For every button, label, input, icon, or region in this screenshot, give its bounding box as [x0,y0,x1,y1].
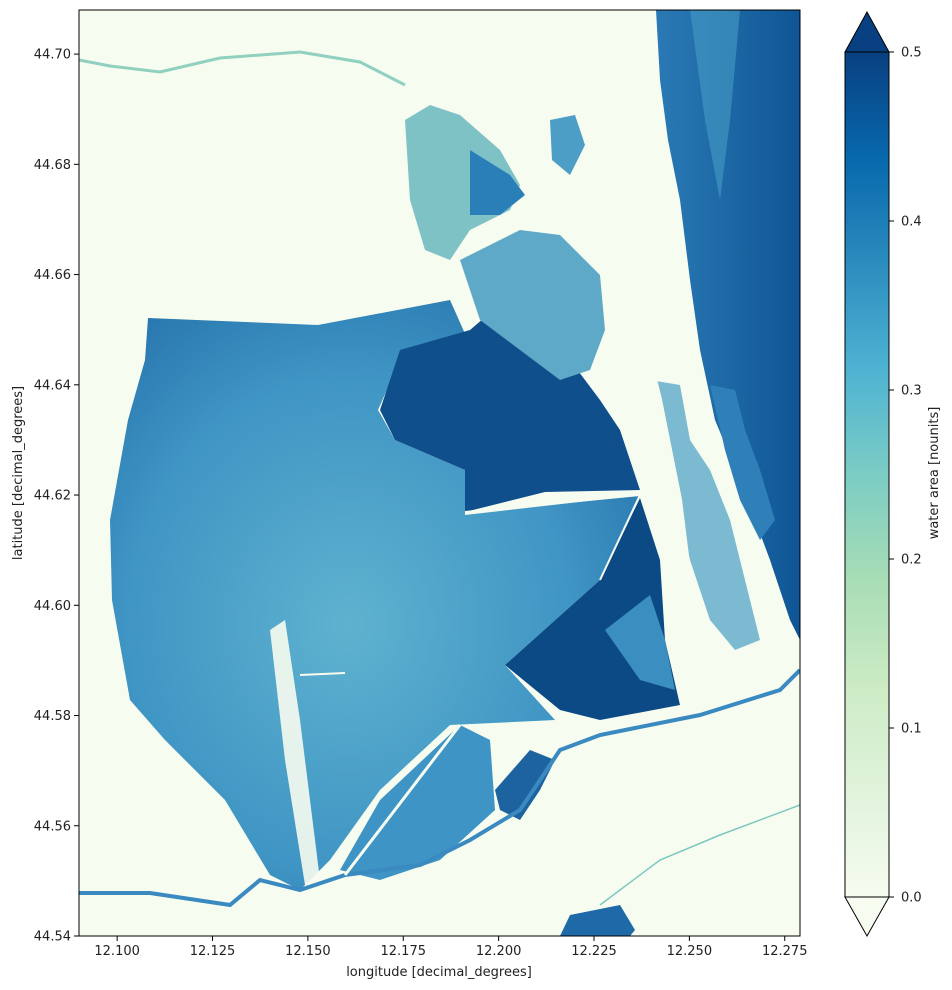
y-tick-label: 44.56 [34,819,71,834]
colorbar-extend-bottom [844,896,890,938]
x-tick-label: 12.125 [190,944,236,959]
east-coast-line [599,804,800,906]
x-tick-label: 12.150 [285,944,331,959]
lagoon-south-basin [340,725,495,880]
colorbar-tick-label: 0.4 [901,215,922,230]
colorbar-ticks: 0.0 0.1 0.2 0.3 0.4 0.5 [889,46,922,906]
colorbar-extend-top [844,10,890,53]
map-plot-area [79,10,800,936]
y-tick-label: 44.60 [34,599,71,614]
x-tick-label: 12.200 [476,944,522,959]
channel-islands-east [710,385,775,540]
y-tick-label: 44.58 [34,709,71,724]
colorbar-tick-label: 0.5 [901,46,922,61]
x-tick-label: 12.175 [381,944,427,959]
y-tick-label: 44.62 [34,489,71,504]
colorbar-label: water area [nounits] [927,407,942,540]
colorbar-tick-label: 0.3 [901,384,922,399]
colorbar-tick-label: 0.0 [901,891,922,906]
marsh-north [405,105,520,260]
channel-islands [650,380,760,650]
y-tick-label: 44.64 [34,378,71,393]
x-axis-ticks: 12.100 12.125 12.150 12.175 12.200 12.225 12.2… [94,936,807,959]
plot-frame [78,9,801,937]
y-tick-label: 44.68 [34,158,71,173]
levee-crossing [299,672,346,676]
levee-south [343,724,462,876]
y-tick-label: 44.54 [34,930,71,945]
x-tick-label: 12.250 [667,944,713,959]
y-tick-label: 44.70 [34,48,71,63]
colorbar-tick-label: 0.2 [901,553,922,568]
y-axis-label: latitude [decimal_degrees] [11,386,26,560]
levee-diagonal [464,493,642,581]
sea-light-band [690,10,740,200]
y-axis-ticks: 44.54 44.56 44.58 44.60 44.62 44.64 44.66 44.68… [34,48,79,945]
lagoon-main-basin [110,300,640,890]
colorbar-tick-label: 0.1 [901,722,922,737]
x-tick-label: 12.275 [762,944,808,959]
sea-area [656,10,800,640]
levee-west-spit [270,620,320,885]
marsh-north-blue [470,150,525,215]
colorbar: 0.0 0.1 0.2 0.3 0.4 0.5 water area [nounits] [844,10,942,938]
lagoon-medium-lobe [605,595,675,690]
south-east-channel [560,905,635,936]
colorbar-gradient [844,51,890,898]
lagoon-south-small-basin [495,750,555,820]
x-axis-label: longitude [decimal_degrees] [346,965,532,980]
saltworks-area [460,230,605,380]
south-canal [79,668,800,908]
x-tick-label: 12.100 [94,944,140,959]
lagoon-dark-north-basin [380,300,640,512]
y-tick-label: 44.66 [34,268,71,283]
levee-east-channel [618,278,707,701]
island-patch [550,115,585,175]
x-tick-label: 12.225 [571,944,617,959]
north-canal [79,50,406,87]
